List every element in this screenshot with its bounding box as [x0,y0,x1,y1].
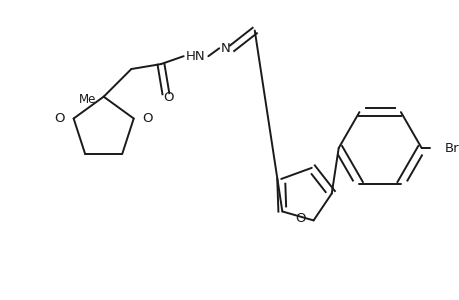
Text: HN: HN [185,50,205,63]
Text: Me: Me [78,93,95,106]
Text: O: O [142,112,153,125]
Text: O: O [54,112,65,125]
Text: O: O [163,91,174,103]
Text: O: O [295,212,305,225]
Text: Br: Br [443,142,458,154]
Text: N: N [220,42,230,55]
